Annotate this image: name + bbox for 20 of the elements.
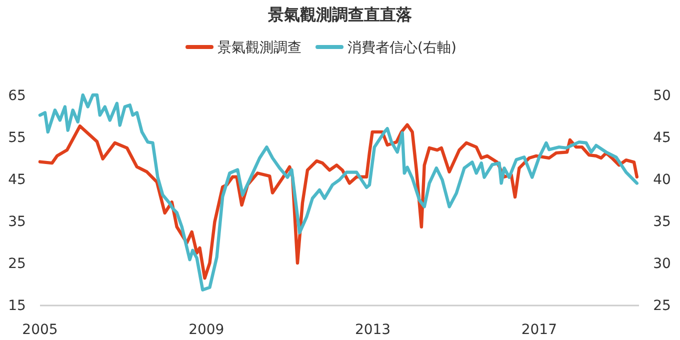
legend-label: 景氣觀測調查: [218, 40, 302, 56]
y-tick-label: 15: [8, 298, 26, 314]
y2-tick-label: 40: [653, 172, 671, 188]
y2-tick-label: 30: [653, 256, 671, 272]
y-tick-label: 55: [8, 130, 26, 146]
line-series: [38, 93, 639, 292]
x-tick-label: 2013: [354, 322, 391, 338]
x-tick-label: 2017: [521, 322, 557, 338]
chart-title: 景氣觀測調查直直落: [267, 5, 412, 24]
y-tick-label: 35: [8, 214, 26, 230]
y2-tick-label: 35: [653, 214, 671, 230]
y-tick-label: 65: [8, 88, 26, 104]
x-tick-label: 2009: [188, 322, 224, 338]
y-tick-label: 45: [8, 172, 26, 188]
y2-tick-label: 25: [653, 298, 671, 314]
legend-label: 消費者信心(右軸): [348, 40, 456, 56]
y2-tick-label: 45: [653, 130, 671, 146]
y-tick-label: 25: [8, 256, 26, 272]
x-tick-label: 2005: [22, 322, 58, 338]
y2-tick-label: 50: [653, 88, 671, 104]
